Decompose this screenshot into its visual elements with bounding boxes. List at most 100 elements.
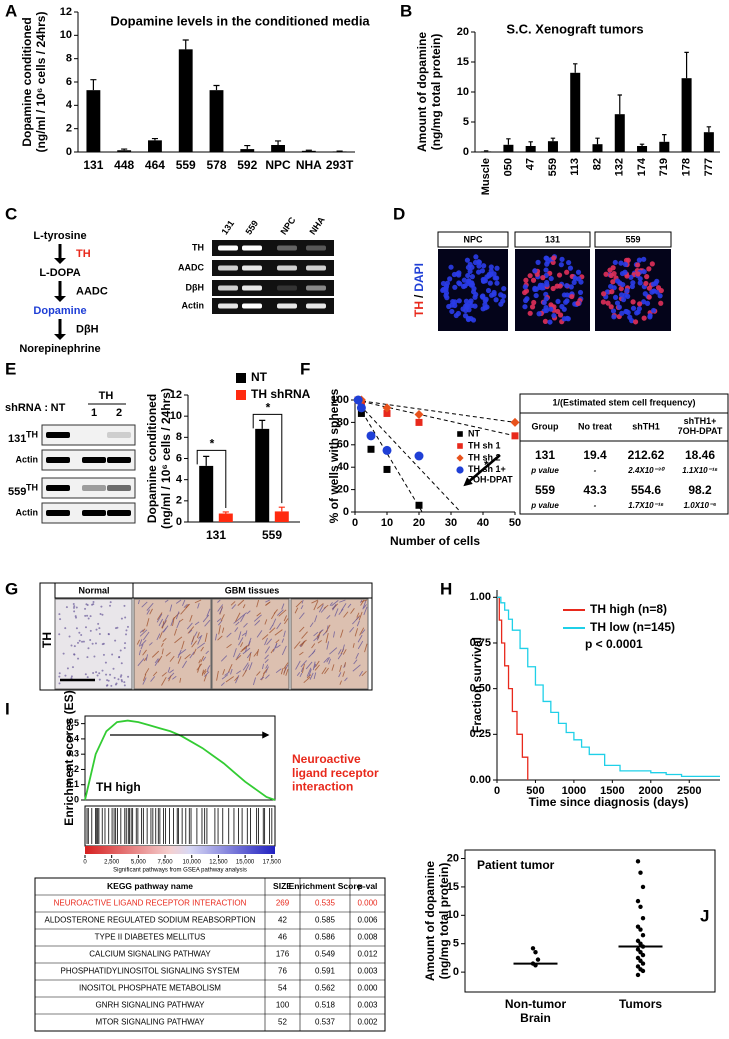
tissue-fiber — [359, 627, 365, 636]
error-bar — [121, 148, 128, 151]
cell — [467, 268, 473, 275]
table-cell: ALDOSTERONE REGULATED SODIUM REABSORPTIO… — [45, 916, 256, 925]
tissue-fiber — [242, 669, 247, 677]
cell — [609, 289, 615, 295]
gel-band — [218, 265, 238, 271]
blot-strip — [41, 477, 136, 499]
y-tick-label: 10 — [60, 29, 72, 41]
y-tick-label: 1.00 — [470, 591, 491, 603]
cell — [612, 294, 619, 300]
gel-row-label: TH — [192, 242, 204, 252]
cell — [461, 277, 467, 283]
bar — [301, 150, 316, 152]
tissue-fiber — [354, 628, 359, 637]
data-point — [635, 964, 641, 969]
chart-title: S.C. Xenograft tumors — [506, 21, 643, 36]
tissue-fiber — [224, 671, 230, 676]
tissue-fiber — [334, 608, 339, 617]
tissue-fiber — [337, 652, 343, 660]
tissue-fiber — [318, 604, 324, 613]
tissue-fiber — [265, 601, 271, 606]
x-tick-label: 559 — [262, 528, 282, 542]
table-cell: 1.0X10⁻⁶ — [684, 501, 717, 510]
blot-band — [46, 457, 70, 463]
tissue-fiber — [226, 632, 232, 638]
tissue-fiber — [235, 654, 242, 661]
gel-band — [218, 303, 238, 309]
cell — [575, 269, 582, 275]
tissue-fiber — [342, 671, 345, 677]
data-point — [383, 409, 391, 417]
error-bar — [213, 84, 220, 91]
tissue-fiber — [242, 662, 249, 671]
tissue-nucleus — [104, 661, 107, 664]
gel-column-label: NHA — [307, 214, 327, 236]
data-point — [353, 395, 363, 405]
cell — [630, 299, 636, 305]
tissue-nucleus — [71, 666, 74, 669]
tissue-fiber — [143, 657, 148, 662]
image-header — [514, 231, 591, 248]
x-tick-label: NPC — [265, 158, 291, 172]
tissue-fiber — [161, 672, 167, 677]
tissue-fiber — [306, 667, 312, 677]
tissue-fiber — [326, 657, 330, 663]
x-tick-label: 777 — [703, 158, 715, 176]
cell — [486, 273, 492, 279]
cell — [646, 294, 652, 300]
tissue-nucleus — [86, 614, 89, 617]
tissue-fiber — [298, 612, 305, 620]
cell — [618, 260, 624, 266]
tissue-nucleus — [66, 667, 69, 670]
cell — [618, 292, 625, 298]
panel-label: F — [300, 359, 310, 378]
tissue-fiber — [333, 631, 336, 638]
tissue-fiber — [173, 628, 178, 636]
legend-swatch — [236, 373, 246, 383]
legend-marker — [456, 454, 464, 462]
bar — [570, 72, 581, 152]
y-tick-label: 20 — [337, 484, 349, 496]
tissue-fiber — [301, 599, 304, 604]
tissue-fiber — [176, 620, 181, 629]
tissue-fiber — [329, 647, 338, 655]
cell — [451, 271, 457, 278]
data-point — [635, 898, 641, 904]
cell — [452, 302, 458, 309]
x-tick-label: 2,500 — [104, 860, 120, 866]
cell — [494, 265, 500, 271]
tissue-nucleus — [98, 672, 101, 675]
cell — [522, 304, 528, 310]
tissue-fiber — [216, 618, 222, 623]
x-tick-label: 5,000 — [131, 860, 147, 866]
panel-label: C — [5, 204, 17, 223]
significance-mark: * — [210, 437, 215, 451]
tissue-fiber — [207, 665, 211, 669]
cell — [616, 304, 622, 310]
error-bar — [528, 141, 533, 146]
table-cell: p value — [530, 466, 559, 475]
tissue-nucleus — [93, 655, 96, 658]
significance-bracket — [252, 413, 283, 504]
table-cell: 0.549 — [315, 950, 336, 959]
tissue-nucleus — [73, 605, 76, 608]
pathway-step: L-tyrosine — [33, 230, 86, 242]
cell — [627, 314, 633, 320]
y-tick-label: 12 — [60, 6, 72, 18]
tissue-fiber — [248, 652, 252, 661]
tissue-fiber — [201, 669, 204, 676]
error-bar — [483, 150, 489, 152]
gel-column-label: 559 — [243, 218, 260, 236]
tissue-fiber — [181, 660, 188, 669]
image-header-label: NPC — [463, 234, 483, 244]
tissue-fiber — [263, 668, 268, 675]
table-cell: 2.4X10⁻³⁰ — [627, 466, 665, 475]
tissue-nucleus — [70, 644, 73, 647]
x-tick-label: 82 — [591, 158, 603, 170]
tissue-fiber — [349, 626, 355, 633]
tissue-fiber — [243, 622, 248, 628]
data-point — [638, 950, 643, 955]
x-tick-label: 17,500 — [263, 860, 282, 866]
blot-band — [46, 510, 70, 516]
bar — [481, 151, 492, 152]
